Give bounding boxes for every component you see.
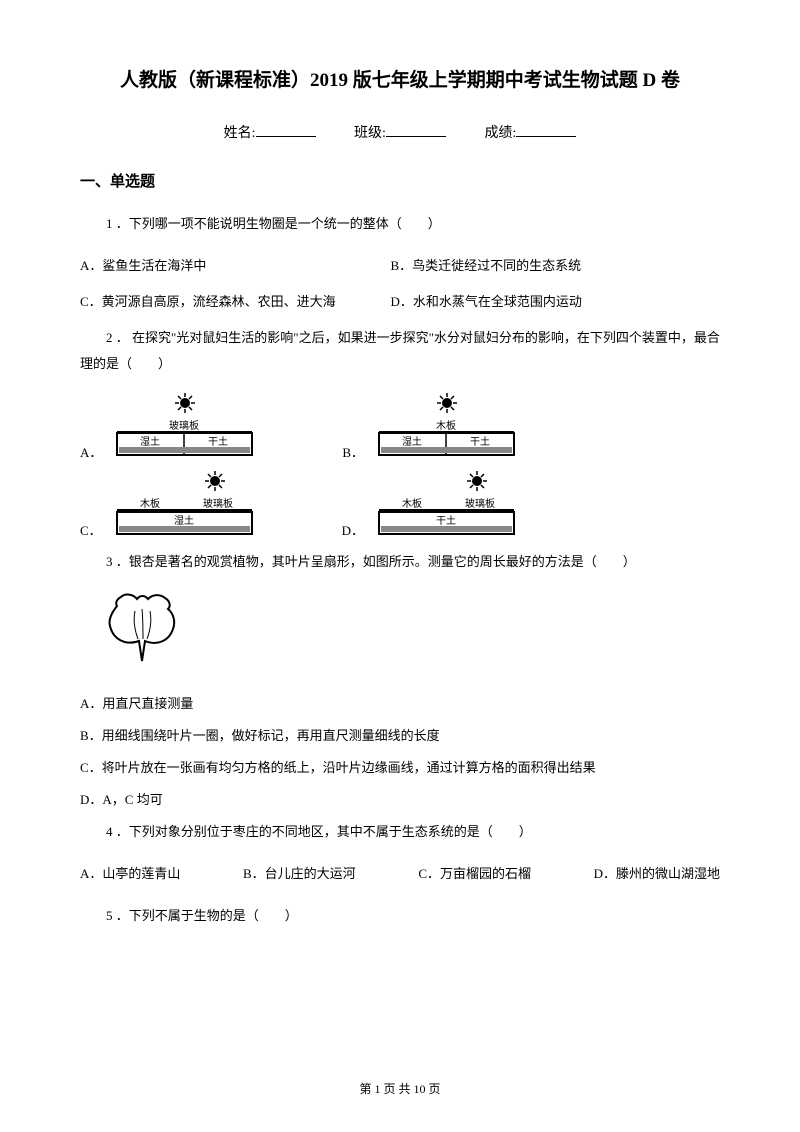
section-1-title: 一、单选题 <box>80 170 720 191</box>
q2-label-c: C． <box>80 520 102 539</box>
q2-label-a: A． <box>80 442 102 461</box>
apparatus-c-icon: 木板 玻璃板 湿土 <box>107 471 262 539</box>
class-label: 班级: <box>354 126 386 141</box>
q4-option-c: C．万亩榴园的石榴 <box>418 861 531 887</box>
q2-diagram-c: C． 木板 玻璃板 湿土 <box>80 471 262 539</box>
score-blank[interactable] <box>516 136 576 137</box>
svg-text:湿土: 湿土 <box>174 514 194 527</box>
q2-label-d: D． <box>342 520 364 539</box>
q2-diagram-d: D． 木板 玻璃板 干土 <box>342 471 524 539</box>
apparatus-d-icon: 木板 玻璃板 干土 <box>369 471 524 539</box>
class-blank[interactable] <box>386 136 446 137</box>
exam-title: 人教版（新课程标准）2019 版七年级上学期期中考试生物试题 D 卷 <box>80 65 720 92</box>
question-1-options-row2: C．黄河源自高原，流经森林、农田、进大海 D．水和水蒸气在全球范围内运动 <box>80 289 720 315</box>
name-label: 姓名: <box>224 126 256 141</box>
svg-text:玻璃板: 玻璃板 <box>465 497 495 510</box>
svg-text:干土: 干土 <box>470 435 490 448</box>
q3-option-b: B．用细线围绕叶片一圈，做好标记，再用直尺测量细线的长度 <box>80 723 720 749</box>
apparatus-b-icon: 木板 湿土 干土 <box>369 393 524 461</box>
question-1-options-row1: A．鲨鱼生活在海洋中 B．鸟类迁徙经过不同的生态系统 <box>80 253 720 279</box>
q1-option-d: D．水和水蒸气在全球范围内运动 <box>390 289 697 315</box>
svg-text:干土: 干土 <box>436 514 456 527</box>
q3-option-a: A．用直尺直接测量 <box>80 691 720 717</box>
svg-text:木板: 木板 <box>140 497 160 510</box>
question-4: 4 ．下列对象分别位于枣庄的不同地区，其中不属于生态系统的是（ ） <box>80 819 720 845</box>
question-2: 2 ． 在探究"光对鼠妇生活的影响"之后，如果进一步探究"水分对鼠妇分布的影响，… <box>80 325 720 377</box>
svg-text:湿土: 湿土 <box>402 435 422 448</box>
question-4-options: A．山亭的莲青山 B．台儿庄的大运河 C．万亩榴园的石榴 D．滕州的微山湖湿地 <box>80 861 720 887</box>
score-label: 成绩: <box>484 126 516 141</box>
name-blank[interactable] <box>256 136 316 137</box>
svg-text:玻璃板: 玻璃板 <box>203 497 233 510</box>
q2-diagram-b: B． 木板 湿土 干土 <box>342 393 524 461</box>
q2-diagram-row-1: A． 玻璃板 湿土 干土 B． <box>80 393 720 461</box>
q4-option-d: D．滕州的微山湖湿地 <box>594 861 720 887</box>
page-footer: 第 1 页 共 10 页 <box>0 1080 800 1097</box>
svg-text:干土: 干土 <box>208 435 228 448</box>
apparatus-a-icon: 玻璃板 湿土 干土 <box>107 393 262 461</box>
ginkgo-leaf-icon <box>105 591 180 666</box>
question-1: 1 ．下列哪一项不能说明生物圈是一个统一的整体（ ） <box>80 211 720 237</box>
svg-text:木板: 木板 <box>402 497 422 510</box>
q1-option-c: C．黄河源自高原，流经森林、农田、进大海 <box>80 289 387 315</box>
svg-text:玻璃板: 玻璃板 <box>169 419 199 432</box>
question-3: 3 ．银杏是著名的观赏植物，其叶片呈扇形，如图所示。测量它的周长最好的方法是（ … <box>80 549 720 575</box>
q1-option-a: A．鲨鱼生活在海洋中 <box>80 253 387 279</box>
q4-option-b: B．台儿庄的大运河 <box>243 861 356 887</box>
q3-option-c: C．将叶片放在一张画有均匀方格的纸上，沿叶片边缘画线，通过计算方格的面积得出结果 <box>80 755 720 781</box>
q3-option-d: D．A，C 均可 <box>80 787 720 813</box>
ginkgo-leaf-figure <box>105 591 720 671</box>
question-5: 5 ．下列不属于生物的是（ ） <box>80 903 720 929</box>
q2-diagram-row-2: C． 木板 玻璃板 湿土 D． <box>80 471 720 539</box>
svg-text:木板: 木板 <box>436 419 456 432</box>
q2-label-b: B． <box>342 442 364 461</box>
q1-option-b: B．鸟类迁徙经过不同的生态系统 <box>390 253 697 279</box>
student-info-line: 姓名: 班级: 成绩: <box>80 122 720 142</box>
q2-diagram-a: A． 玻璃板 湿土 干土 <box>80 393 262 461</box>
svg-text:湿土: 湿土 <box>140 435 160 448</box>
q4-option-a: A．山亭的莲青山 <box>80 861 180 887</box>
